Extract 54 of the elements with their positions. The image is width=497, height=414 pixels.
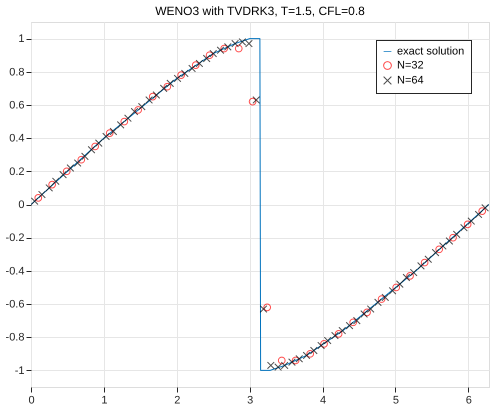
y-tick-label: 0.2 [9,166,24,178]
point [278,356,286,364]
point [106,129,114,138]
y-tick-label: 1 [18,33,24,46]
point [248,98,256,106]
point [91,142,99,150]
point [48,180,56,188]
point [148,92,157,101]
point [334,330,342,338]
point [363,308,371,316]
y-tick-label: 0.8 [9,66,24,78]
point [349,318,358,326]
point [206,51,214,60]
chart-title: WENO3 with TVDRK3, T=1.5, CFL=0.8 [155,4,366,18]
point [378,295,386,303]
y-tick-label: 0 [18,199,24,211]
point [435,245,444,254]
point [177,71,186,79]
point [220,44,228,52]
x-tick-label: 0 [28,394,35,406]
x-tick-label: 3 [247,394,254,406]
y-tick-label: 0.6 [9,99,24,112]
y-tick-label: -1 [14,364,24,377]
x-tick-label: 1 [101,394,108,406]
point [120,118,128,126]
point [234,44,243,52]
point [192,61,200,69]
y-tick-label: -0.2 [6,232,24,244]
point [292,356,300,364]
y-tick-label: -0.4 [6,265,24,278]
point [163,82,172,91]
point [34,194,42,202]
point [62,167,71,176]
x-tick-label: 6 [466,394,472,406]
legend-label: N=64 [397,74,424,86]
point [392,284,400,292]
legend-label: N=32 [397,60,424,72]
point [134,106,142,114]
point [77,156,86,164]
point [478,207,486,215]
x-tick-label: 2 [174,394,180,406]
point [320,340,328,348]
legend-label: exact solution [397,46,464,58]
point [420,258,428,266]
x-tick-label: 5 [392,394,400,406]
y-tick-label: -0.8 [6,332,24,344]
x-tick-label: 4 [320,394,326,406]
y-tick-label: 0.4 [9,132,24,145]
point [306,350,314,358]
point [449,234,457,242]
point [464,220,472,228]
y-tick-label: -0.6 [6,298,24,311]
point [406,272,414,280]
point [263,304,272,312]
